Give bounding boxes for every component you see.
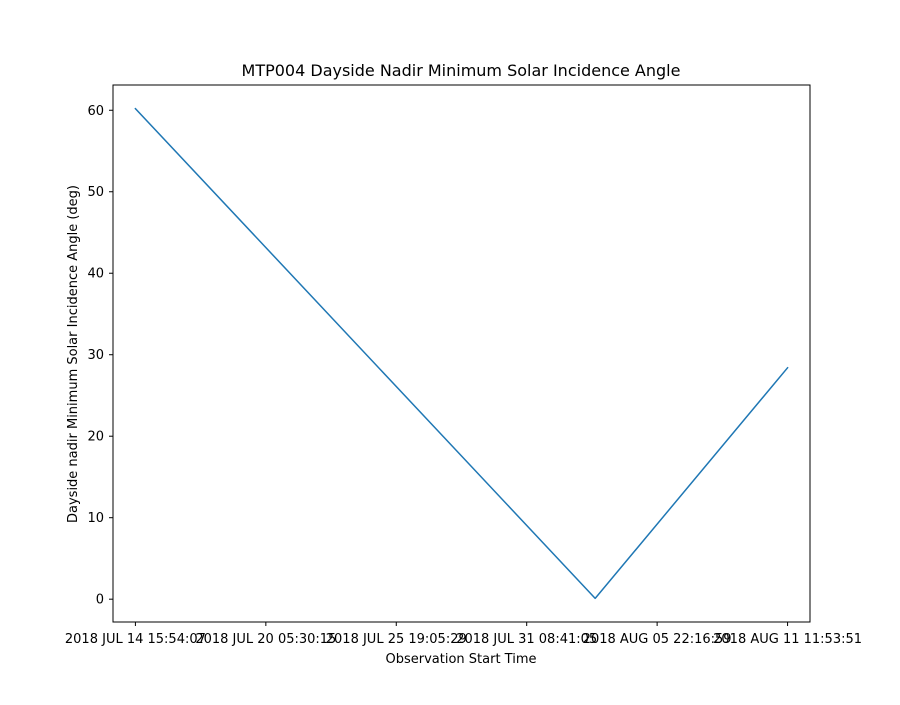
series-layer	[134, 107, 789, 600]
x-tick-label: 2018 JUL 14 15:54:07	[65, 632, 206, 647]
x-tick-label: 2018 JUL 20 05:30:15	[195, 632, 336, 647]
x-tick-label: 2018 AUG 05 22:16:59	[583, 632, 732, 647]
y-tick-label: 60	[87, 104, 104, 119]
chart-title: MTP004 Dayside Nadir Minimum Solar Incid…	[242, 61, 681, 80]
x-tick-label: 2018 JUL 31 08:41:05	[456, 632, 597, 647]
x-axis-label: Observation Start Time	[386, 652, 537, 667]
y-axis-label: Dayside nadir Minimum Solar Incidence An…	[66, 185, 81, 523]
y-tick-label: 30	[87, 348, 104, 363]
y-tick-label: 0	[96, 593, 104, 608]
series-line	[134, 107, 789, 600]
x-tick-label: 2018 AUG 11 11:53:51	[713, 632, 862, 647]
plot-frame	[112, 84, 811, 623]
y-axis-ticks: 0 10 20 30 40 50 60	[87, 104, 113, 608]
y-tick-label: 50	[87, 185, 104, 200]
y-tick-label: 40	[87, 267, 104, 282]
y-tick-label: 20	[87, 430, 104, 445]
y-tick-label: 10	[87, 511, 104, 526]
x-tick-label: 2018 JUL 25 19:05:29	[326, 632, 467, 647]
